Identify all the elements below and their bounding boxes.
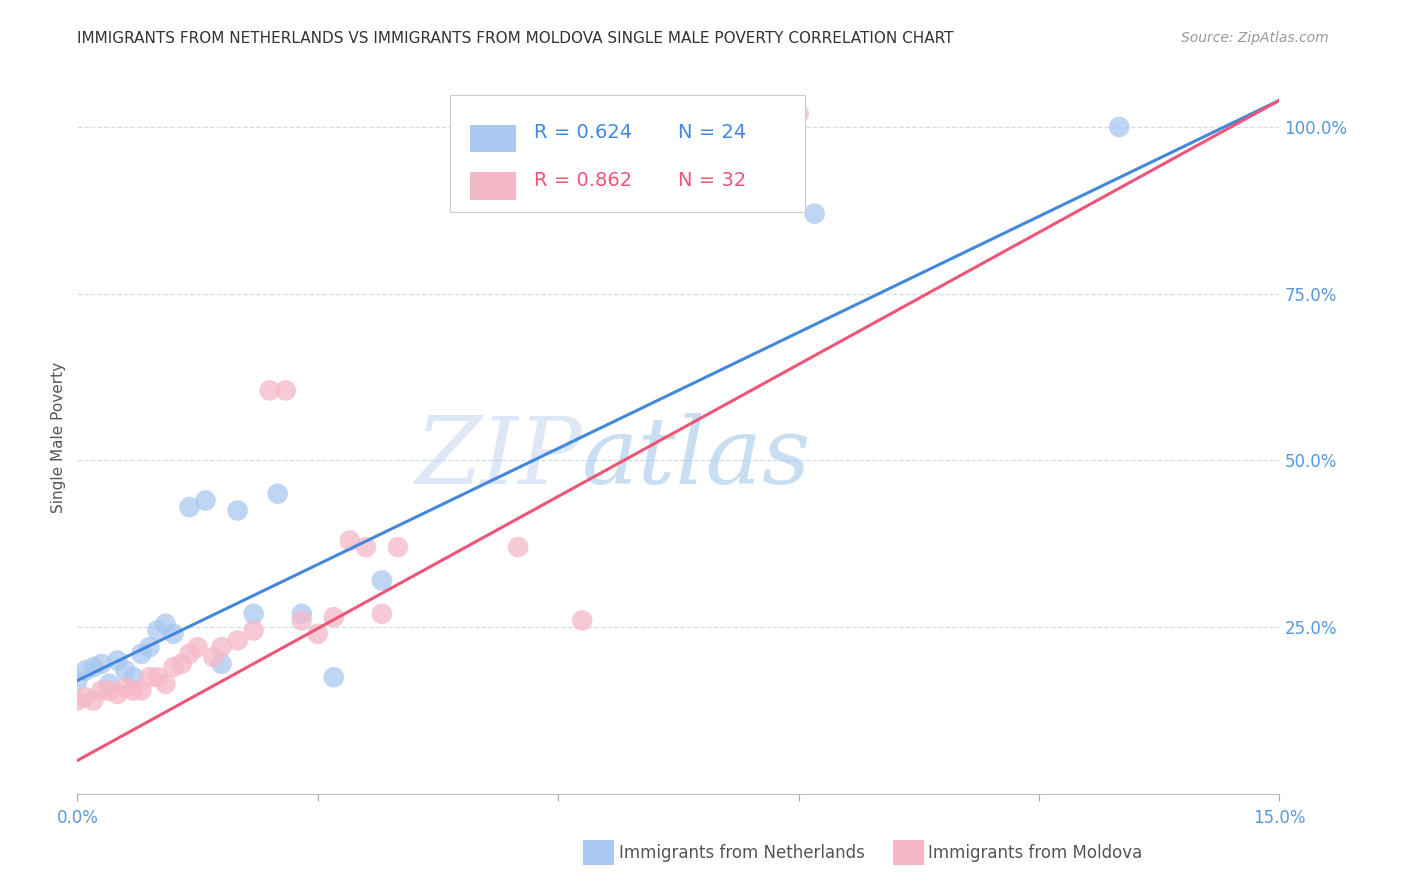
Point xyxy=(114,664,136,678)
Point xyxy=(170,657,193,671)
Point xyxy=(187,640,209,655)
Point xyxy=(371,607,394,621)
Point xyxy=(371,574,394,588)
Point xyxy=(242,607,264,621)
Text: Immigrants from Netherlands: Immigrants from Netherlands xyxy=(619,844,865,862)
Point xyxy=(107,653,129,667)
Y-axis label: Single Male Poverty: Single Male Poverty xyxy=(51,361,66,513)
Point xyxy=(787,106,810,120)
Point xyxy=(179,647,201,661)
Point xyxy=(138,670,160,684)
Point xyxy=(307,627,329,641)
Point xyxy=(194,493,217,508)
Point xyxy=(267,487,290,501)
Text: Source: ZipAtlas.com: Source: ZipAtlas.com xyxy=(1181,31,1329,45)
Point xyxy=(803,207,825,221)
Point xyxy=(90,683,112,698)
Point xyxy=(107,687,129,701)
Point xyxy=(75,690,97,705)
Point xyxy=(508,540,530,554)
Point xyxy=(82,660,104,674)
Point xyxy=(162,627,184,641)
Point xyxy=(259,384,281,398)
Point xyxy=(90,657,112,671)
Point xyxy=(131,683,153,698)
Point xyxy=(226,503,249,517)
Text: Immigrants from Moldova: Immigrants from Moldova xyxy=(928,844,1142,862)
Point xyxy=(274,384,297,398)
Point xyxy=(131,647,153,661)
Point xyxy=(179,500,201,515)
Point xyxy=(322,610,344,624)
Point xyxy=(291,607,314,621)
Point xyxy=(1108,120,1130,134)
FancyBboxPatch shape xyxy=(471,125,516,152)
Point xyxy=(82,693,104,707)
Point xyxy=(162,660,184,674)
FancyBboxPatch shape xyxy=(471,172,516,200)
Point xyxy=(211,640,233,655)
Point xyxy=(122,683,145,698)
Point xyxy=(242,624,264,638)
FancyBboxPatch shape xyxy=(450,95,804,212)
Point xyxy=(98,683,121,698)
Point xyxy=(339,533,361,548)
Point xyxy=(226,633,249,648)
Point xyxy=(322,670,344,684)
Point xyxy=(75,664,97,678)
Text: N = 32: N = 32 xyxy=(679,170,747,190)
Point xyxy=(66,693,89,707)
Point xyxy=(98,677,121,691)
Text: ZIP: ZIP xyxy=(416,414,582,503)
Text: R = 0.862: R = 0.862 xyxy=(534,170,633,190)
Text: atlas: atlas xyxy=(582,414,811,503)
Point xyxy=(66,673,89,688)
Point xyxy=(146,670,169,684)
Point xyxy=(387,540,409,554)
Point xyxy=(571,614,593,628)
Point xyxy=(354,540,377,554)
Text: IMMIGRANTS FROM NETHERLANDS VS IMMIGRANTS FROM MOLDOVA SINGLE MALE POVERTY CORRE: IMMIGRANTS FROM NETHERLANDS VS IMMIGRANT… xyxy=(77,31,953,46)
Point xyxy=(155,616,177,631)
Point xyxy=(138,640,160,655)
Text: R = 0.624: R = 0.624 xyxy=(534,123,633,142)
Point xyxy=(291,614,314,628)
Point xyxy=(122,670,145,684)
Point xyxy=(211,657,233,671)
Text: N = 24: N = 24 xyxy=(679,123,747,142)
Point xyxy=(114,680,136,694)
Point xyxy=(146,624,169,638)
Point xyxy=(155,677,177,691)
Point xyxy=(202,650,225,665)
